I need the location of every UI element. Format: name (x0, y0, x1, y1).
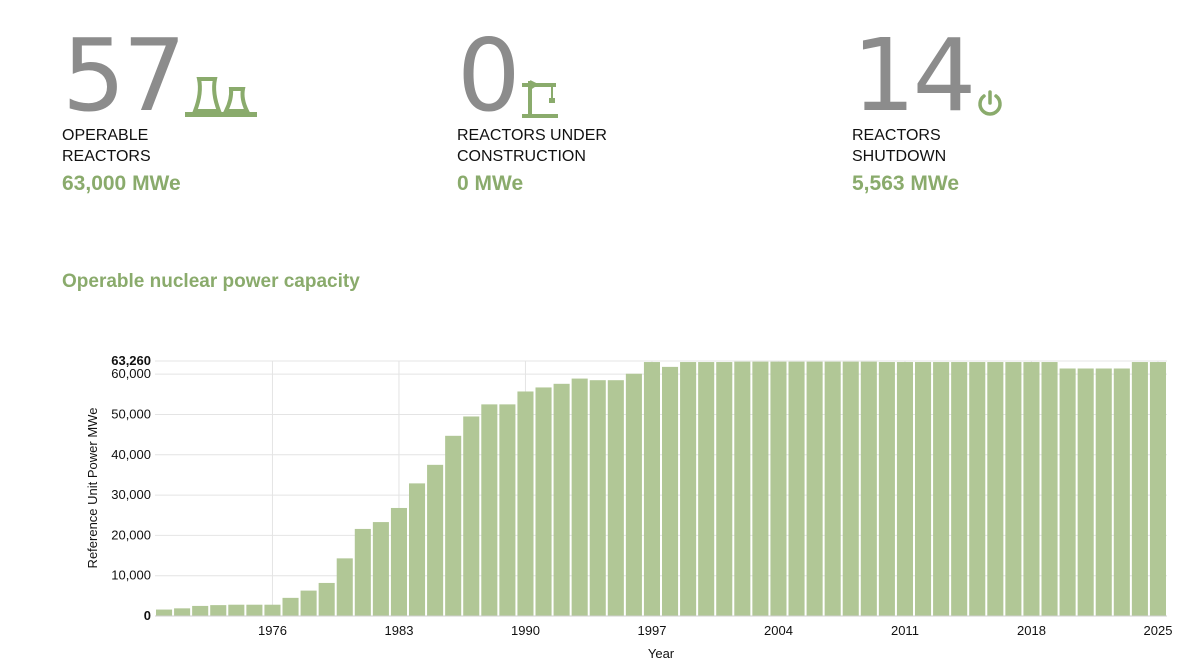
bar-2024 (1131, 362, 1148, 616)
bar-2025 (1149, 362, 1166, 616)
bar-1983 (390, 507, 407, 616)
label-line: OPERABLE (62, 127, 149, 144)
stat-reactors-shutdown: 14 REACTORS SHUTDOWN 5,563 MWe (852, 17, 1052, 196)
bar-1990 (517, 391, 534, 616)
bar-layer (156, 361, 1166, 616)
bar-2014 (951, 362, 968, 616)
bar-1974 (228, 604, 245, 616)
shutdown-label: REACTORS SHUTDOWN (852, 125, 1052, 167)
bar-1982 (372, 522, 389, 616)
bar-1978 (300, 590, 317, 616)
bar-1989 (499, 404, 516, 616)
x-axis-title: Year (648, 646, 675, 661)
y-tick-label: 0 (144, 608, 151, 623)
construction-mwe: 0 MWe (457, 172, 524, 195)
bar-2005 (788, 361, 805, 616)
x-tick-label: 1976 (258, 623, 287, 638)
power-icon (978, 90, 1002, 116)
bar-1977 (282, 597, 299, 616)
stat-operable-reactors: 57 OPERABLE REACTORS 63,000 MWe (62, 17, 262, 196)
crane-icon (521, 80, 558, 118)
bar-2020 (1059, 368, 1076, 616)
y-axis-title: Reference Unit Power MWe (85, 408, 100, 569)
bar-1976 (264, 604, 281, 616)
shutdown-count: 14 (852, 17, 976, 134)
bar-2000 (698, 362, 715, 616)
operable-mwe: 63,000 MWe (62, 172, 181, 195)
bar-1975 (246, 604, 263, 616)
bar-1991 (535, 387, 552, 616)
bar-2012 (915, 362, 932, 616)
bar-1997 (643, 362, 660, 616)
construction-count: 0 (457, 17, 521, 134)
bar-2019 (1041, 362, 1058, 616)
bar-2010 (878, 362, 895, 616)
operable-label: OPERABLE REACTORS (62, 125, 262, 167)
x-tick-label: 2025 (1144, 623, 1173, 638)
bar-1994 (589, 380, 606, 616)
label-line: REACTORS (62, 148, 151, 165)
label-line: REACTORS (852, 127, 941, 144)
bar-2008 (842, 361, 859, 616)
x-tick-label: 1983 (385, 623, 414, 638)
bar-2021 (1077, 368, 1094, 616)
bar-2003 (752, 361, 769, 616)
y-tick-label: 60,000 (111, 366, 151, 381)
x-tick-label: 2011 (891, 623, 919, 638)
bar-1995 (607, 380, 624, 616)
bar-1992 (553, 383, 570, 616)
bar-1980 (336, 558, 353, 616)
bar-2018 (1023, 362, 1040, 616)
bar-2006 (806, 361, 823, 616)
bar-2007 (824, 361, 841, 616)
bar-1981 (354, 528, 371, 616)
axis-layer: 0 10,000 20,000 30,000 40,000 50,000 60,00063,… (85, 353, 1172, 661)
bar-1984 (409, 483, 426, 616)
bar-1999 (680, 362, 697, 616)
y-tick-label: 40,000 (111, 447, 151, 462)
bar-1973 (210, 605, 227, 616)
operable-count: 57 (62, 17, 186, 134)
bar-2011 (896, 362, 913, 616)
x-tick-label: 1990 (511, 623, 540, 638)
bar-2023 (1113, 368, 1130, 616)
cooling-tower-icon (185, 77, 258, 117)
label-line: CONSTRUCTION (457, 148, 586, 165)
label-line: SHUTDOWN (852, 148, 947, 165)
y-tick-label: 20,000 (111, 527, 151, 542)
bar-1998 (662, 366, 679, 616)
bar-1988 (481, 404, 498, 616)
bar-1979 (318, 582, 335, 616)
y-tick-label: 63,260 (111, 353, 151, 368)
bar-2002 (734, 361, 751, 616)
bar-2022 (1095, 368, 1112, 616)
bar-2004 (770, 361, 787, 616)
construction-label: REACTORS UNDER CONSTRUCTION (457, 125, 657, 167)
bar-2017 (1005, 362, 1022, 616)
bar-1972 (192, 605, 209, 616)
bar-2016 (987, 362, 1004, 616)
y-tick-label: 10,000 (111, 568, 151, 583)
y-tick-label: 50,000 (111, 406, 151, 421)
label-line: REACTORS UNDER (457, 127, 607, 144)
bar-1993 (571, 378, 588, 616)
bar-1987 (463, 416, 480, 616)
bar-1996 (625, 373, 642, 616)
stat-reactors-under-construction: 0 REACTORS UNDER CONSTRUCTION 0 MWe (457, 17, 657, 196)
x-tick-label: 2018 (1017, 623, 1046, 638)
bar-2001 (716, 362, 733, 616)
chart-title: Operable nuclear power capacity (62, 271, 360, 292)
x-tick-label: 1997 (638, 623, 667, 638)
bar-2013 (933, 362, 950, 616)
bar-2015 (969, 362, 986, 616)
bar-1986 (445, 435, 462, 616)
x-tick-label: 2004 (764, 623, 793, 638)
bar-1971 (174, 608, 191, 616)
shutdown-mwe: 5,563 MWe (852, 172, 959, 195)
bar-1985 (427, 464, 444, 616)
bar-2009 (860, 361, 877, 616)
bar-1970 (156, 609, 173, 616)
y-tick-label: 30,000 (111, 487, 151, 502)
